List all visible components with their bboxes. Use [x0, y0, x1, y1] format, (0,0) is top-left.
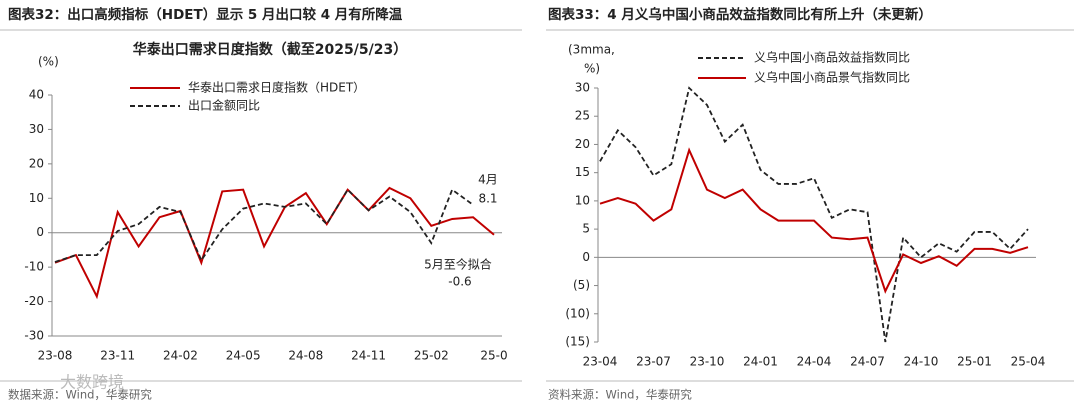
annotation-text: 5月至今拟合: [424, 257, 492, 272]
legend-label: 出口金额同比: [188, 98, 260, 113]
y-tick-label: 30: [29, 122, 44, 136]
x-tick-label: 24-10: [904, 355, 939, 369]
y-tick-label: 25: [575, 109, 590, 123]
source-note: 数据来源：Wind，华泰研究: [8, 388, 152, 402]
panel-header: 图表33：4 月义乌中国小商品效益指数同比有所上升（未更新）: [548, 6, 932, 23]
x-tick-label: 23-08: [38, 349, 73, 363]
chart-title: 华泰出口需求日度指数（截至2025/5/23）: [133, 41, 407, 58]
x-tick-label: 23-10: [690, 355, 725, 369]
series-line: [599, 86, 1029, 343]
annotation-value: -0.6: [448, 275, 471, 289]
panel-header: 图表32：出口高频指标（HDET）显示 5 月出口较 4 月有所降温: [8, 6, 403, 23]
y-axis-label: %): [584, 62, 600, 76]
annotation-value: 8.1: [478, 192, 497, 206]
y-tick-label: -10: [24, 260, 44, 274]
watermark: 大数跨境: [60, 373, 124, 392]
y-tick-label: (10): [565, 306, 590, 320]
x-tick-label: 25-0: [480, 349, 507, 363]
source-note: 资料来源：Wind，华泰研究: [548, 388, 692, 402]
x-tick-label: 23-04: [583, 355, 618, 369]
x-tick-label: 24-01: [743, 355, 778, 369]
x-tick-label: 24-05: [226, 349, 261, 363]
x-tick-label: 25-02: [414, 349, 449, 363]
y-tick-label: 15: [575, 165, 590, 179]
x-tick-label: 25-01: [957, 355, 992, 369]
y-tick-label: 0: [582, 250, 590, 264]
x-tick-label: 24-04: [797, 355, 832, 369]
y-tick-label: 20: [29, 156, 44, 170]
x-tick-label: 23-11: [100, 349, 135, 363]
x-tick-label: 24-08: [288, 349, 323, 363]
x-tick-label: 23-07: [636, 355, 671, 369]
y-tick-label: 10: [575, 193, 590, 207]
y-tick-label: 5: [582, 222, 590, 236]
x-tick-label: 25-04: [1011, 355, 1046, 369]
series-line: [54, 188, 474, 263]
x-tick-label: 24-11: [351, 349, 386, 363]
series-line: [54, 186, 495, 300]
y-tick-label: -30: [24, 329, 44, 343]
y-tick-label: (5): [573, 278, 590, 292]
y-tick-label: -20: [24, 294, 44, 308]
y-tick-label: (15): [565, 335, 590, 349]
legend-label: 义乌中国小商品效益指数同比: [754, 50, 910, 65]
y-tick-label: 20: [575, 137, 590, 151]
y-tick-label: 40: [29, 88, 44, 102]
y-tick-label: 30: [575, 81, 590, 95]
y-axis-label: (3mma,: [568, 43, 615, 57]
x-tick-label: 24-02: [163, 349, 198, 363]
annotation-text: 4月: [478, 173, 498, 187]
x-tick-label: 24-07: [850, 355, 885, 369]
legend-label: 华泰出口需求日度指数（HDET）: [188, 80, 365, 95]
legend-label: 义乌中国小商品景气指数同比: [754, 70, 910, 85]
series-line: [599, 147, 1029, 294]
y-tick-label: 0: [36, 225, 44, 239]
y-axis-label: (%): [38, 55, 59, 69]
y-tick-label: 10: [29, 191, 44, 205]
